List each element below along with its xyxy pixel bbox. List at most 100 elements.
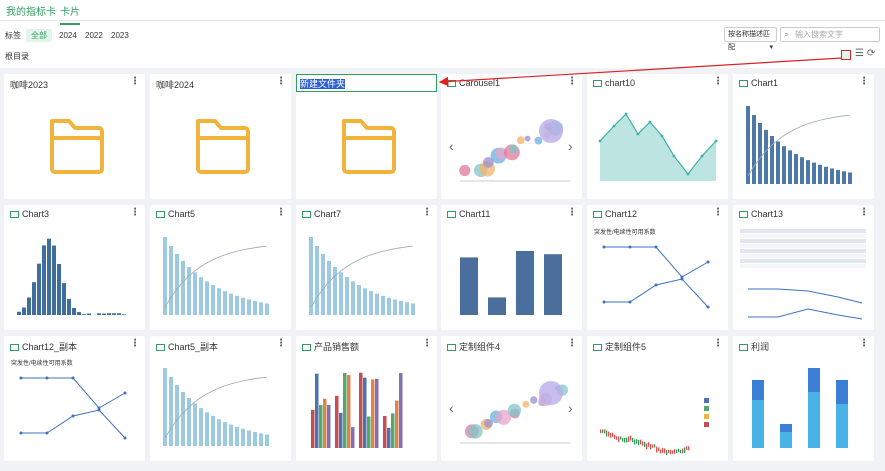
bar bbox=[752, 115, 756, 184]
card-menu[interactable]: ⋮ bbox=[859, 338, 869, 349]
candle bbox=[646, 443, 648, 450]
list-view-button[interactable]: ☰ bbox=[855, 48, 864, 59]
card-menu[interactable]: ⋮ bbox=[859, 207, 869, 218]
card[interactable]: Chart5 ⋮ bbox=[150, 205, 291, 330]
dot bbox=[71, 414, 75, 418]
card[interactable]: Chart7 ⋮ bbox=[296, 205, 437, 330]
bar bbox=[235, 426, 239, 446]
bar bbox=[309, 237, 313, 315]
card[interactable]: Chart3 ⋮ bbox=[4, 205, 145, 330]
card[interactable]: Chart1 ⋮ bbox=[733, 74, 874, 199]
card-menu[interactable]: ⋮ bbox=[130, 207, 140, 218]
candle bbox=[618, 436, 620, 443]
bar bbox=[806, 160, 810, 184]
thumbnail bbox=[196, 119, 250, 174]
thumbnail bbox=[460, 251, 562, 315]
bar bbox=[187, 267, 191, 315]
bar bbox=[794, 154, 798, 184]
bar bbox=[411, 303, 415, 315]
card-title-row: Chart12_副本 bbox=[10, 340, 77, 353]
card-menu[interactable]: ⋮ bbox=[276, 338, 286, 349]
dot bbox=[19, 431, 23, 435]
card-title: Chart1 bbox=[751, 78, 779, 88]
card-title: Chart3 bbox=[22, 209, 50, 219]
card-menu[interactable]: ⋮ bbox=[422, 207, 432, 218]
bar bbox=[369, 291, 373, 315]
chart-icon bbox=[739, 211, 748, 218]
filter-label: 标签 bbox=[5, 31, 21, 40]
card-menu[interactable]: ⋮ bbox=[130, 76, 140, 87]
chart-icon bbox=[447, 211, 456, 218]
card-menu[interactable]: ⋮ bbox=[567, 338, 577, 349]
bar bbox=[824, 166, 828, 184]
bar bbox=[52, 245, 56, 315]
filter-tag[interactable]: 2024 bbox=[59, 31, 77, 40]
table-row bbox=[740, 249, 866, 253]
select-text: 按名称描述匹配 bbox=[728, 31, 770, 51]
line bbox=[164, 376, 268, 439]
card-menu[interactable]: ⋮ bbox=[567, 76, 577, 87]
card[interactable]: Chart11 ⋮ bbox=[441, 205, 582, 330]
bar bbox=[836, 169, 840, 184]
candle bbox=[678, 448, 680, 453]
card-menu[interactable]: ⋮ bbox=[713, 76, 723, 87]
filter-tag[interactable]: 2023 bbox=[111, 31, 129, 40]
candle bbox=[624, 437, 626, 443]
card[interactable]: Chart13 ⋮ bbox=[733, 205, 874, 330]
card[interactable]: Carousel1 ⋮ ‹ › bbox=[441, 74, 582, 199]
card[interactable]: 产品销售额 ⋮ bbox=[296, 336, 437, 461]
candle bbox=[660, 449, 662, 454]
card-menu[interactable]: ⋮ bbox=[276, 76, 286, 87]
dot bbox=[45, 431, 49, 435]
search-box[interactable]: ⌕ 输入搜索文字 bbox=[780, 27, 880, 42]
card-menu[interactable]: ⋮ bbox=[130, 338, 140, 349]
card-menu[interactable]: ⋮ bbox=[859, 76, 869, 87]
card[interactable]: 定制组件5 ⋮ bbox=[587, 336, 728, 461]
bar bbox=[205, 281, 209, 315]
bar bbox=[117, 313, 121, 315]
add-folder-button[interactable] bbox=[841, 50, 851, 60]
card-title: 定制组件5 bbox=[605, 342, 647, 352]
card-menu[interactable]: ⋮ bbox=[713, 338, 723, 349]
card[interactable]: chart10 ⋮ bbox=[587, 74, 728, 199]
filter-tag[interactable]: 全部 bbox=[26, 29, 52, 42]
dot bbox=[19, 376, 23, 380]
bar bbox=[27, 297, 31, 315]
bar bbox=[375, 378, 379, 448]
card[interactable]: 利润 ⋮ bbox=[733, 336, 874, 461]
card[interactable]: 定制组件4 ⋮ ‹ › bbox=[441, 336, 582, 461]
match-select[interactable]: 按名称描述匹配 ▾ bbox=[724, 27, 777, 51]
candle bbox=[682, 448, 684, 454]
title-input[interactable]: 新建文件夹 bbox=[296, 74, 437, 92]
bar bbox=[77, 312, 81, 315]
card[interactable]: 新建文件夹 bbox=[296, 74, 437, 199]
card-menu[interactable]: ⋮ bbox=[422, 338, 432, 349]
chart-icon bbox=[739, 344, 748, 351]
arrow: ‹ bbox=[449, 138, 454, 154]
card-menu[interactable]: ⋮ bbox=[713, 207, 723, 218]
thumbnail bbox=[746, 106, 852, 184]
card-menu[interactable]: ⋮ bbox=[276, 207, 286, 218]
bar bbox=[265, 303, 269, 315]
card-grid: 咖啡2023 ⋮ 咖啡2024 ⋮ 新建文件夹 Carousel1 ⋮ ‹ › chart10 ⋮ C… bbox=[0, 68, 885, 471]
bubble bbox=[522, 400, 530, 408]
candle bbox=[656, 446, 658, 453]
bar bbox=[752, 400, 764, 448]
bar bbox=[235, 295, 239, 315]
card[interactable]: Chart12 ⋮ 突发性/电续性可用系数 bbox=[587, 205, 728, 330]
bar bbox=[327, 260, 331, 315]
card[interactable]: 咖啡2023 ⋮ bbox=[4, 74, 145, 199]
tab-active[interactable]: 卡片 bbox=[60, 3, 80, 25]
card[interactable]: 咖啡2024 ⋮ bbox=[150, 74, 291, 199]
card[interactable]: Chart12_副本 ⋮ 突发性/电续性可用系数 bbox=[4, 336, 145, 461]
candle bbox=[626, 437, 628, 443]
dot bbox=[706, 260, 710, 264]
card-menu[interactable]: ⋮ bbox=[567, 207, 577, 218]
refresh-button[interactable]: ⟳ bbox=[867, 48, 876, 59]
tab[interactable]: 我的指标卡 bbox=[6, 7, 56, 18]
bar bbox=[311, 409, 315, 448]
bubble bbox=[534, 136, 543, 145]
thumbnail: 突发性/电续性可用系数 bbox=[594, 228, 710, 309]
filter-tag[interactable]: 2022 bbox=[85, 31, 103, 40]
card[interactable]: Chart5_副本 ⋮ bbox=[150, 336, 291, 461]
